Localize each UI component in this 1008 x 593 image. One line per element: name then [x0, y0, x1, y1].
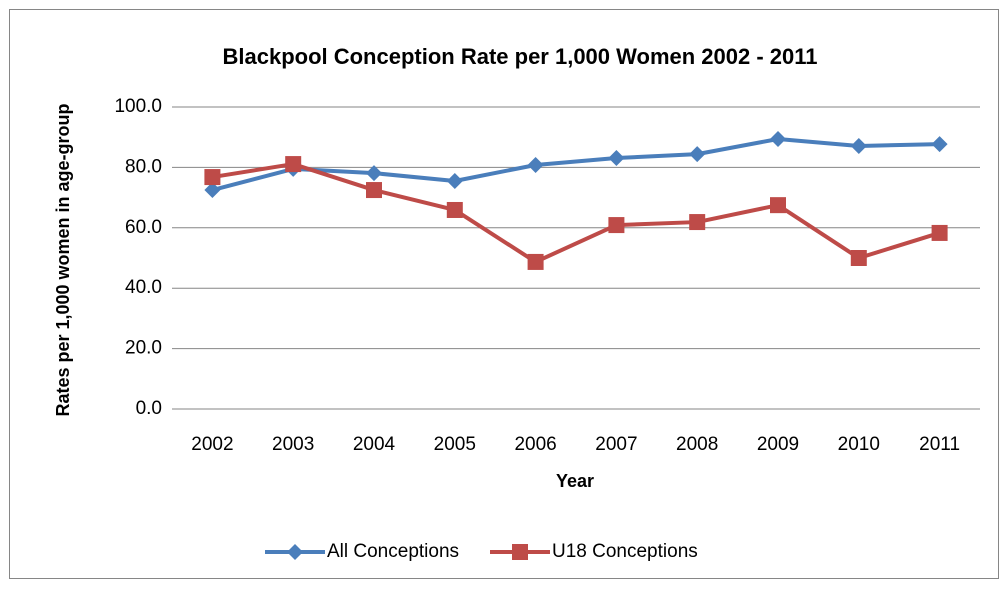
point: [931, 136, 948, 153]
x-tick-label: 2010: [838, 434, 880, 455]
x-tick-label: 2009: [757, 434, 799, 455]
point: [446, 201, 463, 218]
point: [204, 182, 221, 199]
x-tick-label: 2008: [676, 434, 718, 455]
x-tick-label: 2004: [353, 434, 396, 455]
y-tick-label: 80.0: [125, 156, 162, 177]
point: [608, 217, 625, 234]
point: [770, 197, 786, 214]
point: [931, 224, 948, 241]
point: [527, 253, 544, 270]
point: [285, 156, 302, 173]
x-tick-label: 2003: [272, 434, 314, 455]
point: [689, 146, 706, 163]
point: [770, 131, 786, 148]
chart-frame: [9, 9, 999, 579]
point: [527, 156, 544, 173]
point: [850, 137, 867, 154]
series-line: [211, 137, 940, 192]
point: [446, 172, 463, 189]
point: [366, 182, 382, 199]
legend-marker: [287, 544, 303, 560]
legend-marker: [512, 544, 528, 560]
y-tick-label: 100.0: [114, 96, 162, 117]
point: [850, 250, 867, 266]
x-axis-label: Year: [556, 471, 594, 491]
y-axis-label: Rates per 1,000 women in age-group: [53, 103, 73, 416]
legend-label: All Conceptions: [327, 541, 459, 562]
point: [608, 150, 625, 167]
x-tick-label: 2007: [595, 434, 637, 455]
x-tick-label: 2002: [191, 434, 233, 455]
y-tick-label: 0.0: [136, 398, 162, 419]
point: [204, 169, 221, 186]
point: [689, 214, 706, 231]
x-tick-label: 2011: [919, 434, 960, 455]
y-tick-label: 40.0: [125, 277, 162, 298]
series-line: [212, 162, 941, 264]
point: [366, 165, 382, 182]
x-tick-label: 2005: [434, 434, 476, 455]
x-tick-label: 2006: [514, 434, 556, 455]
y-tick-label: 60.0: [125, 217, 162, 238]
chart-title: Blackpool Conception Rate per 1,000 Wome…: [222, 44, 817, 69]
y-tick-label: 20.0: [125, 338, 162, 359]
legend-label: U18 Conceptions: [552, 541, 698, 562]
